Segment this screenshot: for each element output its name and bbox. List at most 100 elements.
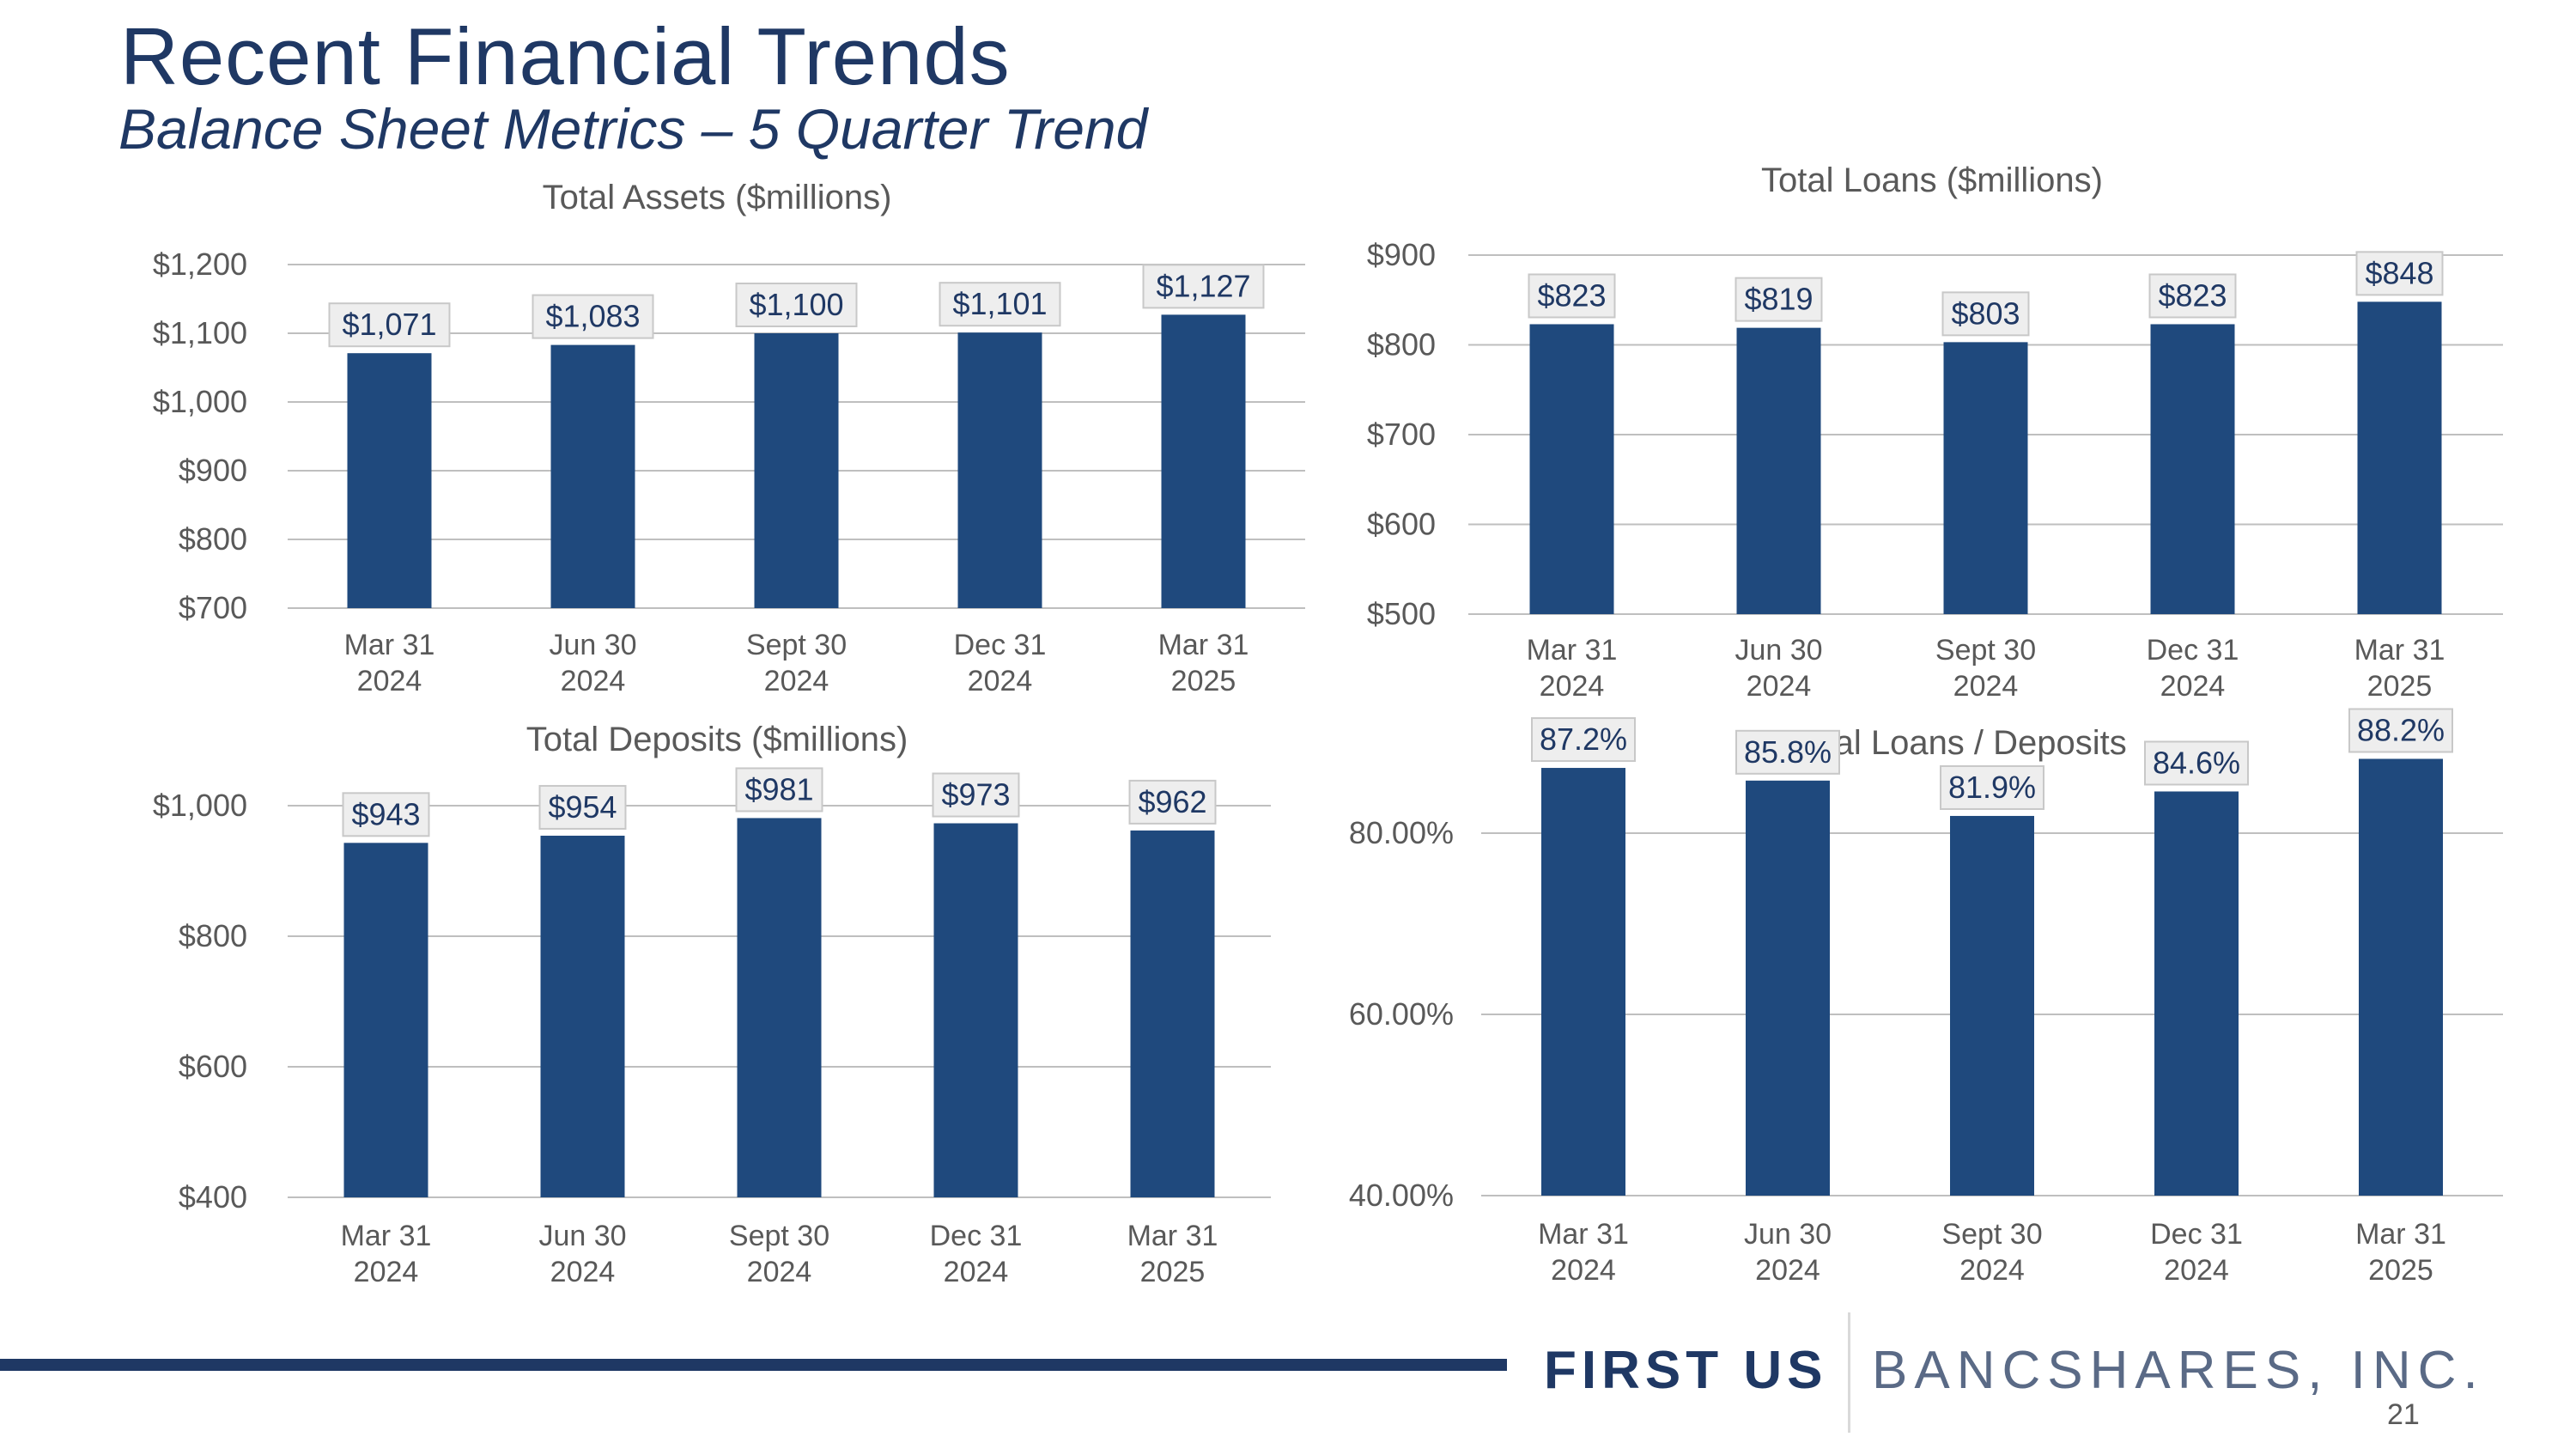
chart-title: Total Deposits ($millions) [526,721,908,758]
chart-title: Total Assets ($millions) [543,179,892,216]
total-assets-chart: Total Assets ($millions) $700 $800 $900 $1,0… [153,179,1305,697]
data-label: $1,100 [749,287,843,322]
bar [1943,342,2028,614]
y-tick-label: 60.00% [1349,996,1454,1032]
category-year-label: 2024 [357,665,422,697]
category-year-label: 2024 [747,1256,812,1288]
category-year-label: 2024 [1540,670,1605,703]
data-label-box [532,294,654,339]
category-label: Jun 30 [549,629,636,661]
chart-title: Total Loans / Deposits [1789,724,2127,762]
logo-divider [1848,1312,1850,1433]
bar [1130,830,1215,1197]
y-tick-label: $800 [179,918,247,953]
data-label: 87.2% [1540,721,1627,757]
category-label: Dec 31 [2147,634,2239,667]
data-label: $819 [1744,282,1813,317]
category-label: Jun 30 [1744,1218,1832,1251]
data-label: $962 [1138,784,1206,819]
category-label: Sept 30 [746,629,847,661]
bar [1529,324,1614,614]
data-label-box [2348,708,2453,753]
bar [957,332,1042,608]
data-label: $823 [2158,277,2227,313]
y-tick-label: $1,000 [153,788,247,823]
bar [1161,314,1246,608]
data-label-box [939,282,1061,327]
bar [2357,301,2442,614]
bar [1736,327,1821,614]
logo-first-us: FIRST US [1544,1341,1828,1400]
data-label: 81.9% [1948,770,2036,805]
category-label: Mar 31 [2354,634,2445,667]
y-tick-label: $1,100 [153,315,247,350]
bar [2154,791,2239,1196]
y-tick-label: $900 [1367,237,1436,272]
data-label-box [342,792,430,837]
bar [1541,768,1625,1196]
total-deposits-chart: Total Deposits ($millions) $400 $600 $800 $1… [153,721,1271,1288]
category-label: Sept 30 [729,1220,829,1252]
bar [1950,815,2034,1196]
data-label-box [1142,264,1265,309]
data-label-box [2355,251,2444,296]
data-label-box [735,283,858,327]
category-label: Mar 31 [1527,634,1618,667]
y-tick-label: $1,000 [153,384,247,419]
bar [550,344,635,608]
data-label-box [1528,273,1616,319]
category-year-label: 2024 [561,665,626,697]
bar [737,818,822,1197]
y-tick-label: $600 [179,1049,247,1084]
category-year-label: 2025 [2368,1254,2433,1287]
y-tick-label: 40.00% [1349,1178,1454,1213]
data-label-box [1531,717,1636,763]
y-tick-label: $600 [1367,507,1436,542]
category-year-label: 2025 [1171,665,1236,697]
category-year-label: 2024 [1551,1254,1616,1287]
data-label-box [1940,764,2044,810]
category-year-label: 2024 [1747,670,1812,703]
y-tick-label: $900 [179,453,247,488]
category-year-label: 2024 [1953,670,2019,703]
data-label-box [1735,277,1823,322]
data-label-box [538,784,627,830]
page-title: Recent Financial Trends [120,11,1011,101]
data-label-box [2148,273,2237,319]
data-label-box [735,767,823,813]
data-label: $803 [1951,295,2020,331]
category-year-label: 2024 [354,1256,419,1288]
data-label: $1,101 [952,286,1047,321]
data-label-box [328,302,451,348]
category-year-label: 2025 [1140,1256,1206,1288]
data-label: $954 [548,789,617,825]
loans-to-deposits-chart: Total Loans / Deposits 40.00% 60.00% 80.00%… [1349,708,2503,1287]
y-tick-label: $700 [1367,417,1436,452]
data-label-box [1128,779,1217,825]
bar [347,353,432,608]
category-label: Jun 30 [538,1220,626,1252]
category-year-label: 2024 [550,1256,616,1288]
data-label: 88.2% [2357,712,2445,747]
y-tick-label: $800 [1367,327,1436,362]
data-label-box [932,772,1020,818]
category-label: Mar 31 [1158,629,1249,661]
category-label: Dec 31 [930,1220,1023,1252]
data-label: 85.8% [1744,734,1832,770]
data-label: $981 [744,771,813,807]
footer-rule [0,1359,1507,1371]
category-year-label: 2024 [764,665,829,697]
category-year-label: 2024 [2164,1254,2229,1287]
page-subtitle: Balance Sheet Metrics – 5 Quarter Trend [118,97,1148,161]
logo-bancshares: BANCSHARES, INC. [1872,1341,2485,1400]
category-year-label: 2024 [968,665,1033,697]
category-year-label: 2025 [2367,670,2433,703]
y-tick-label: $500 [1367,596,1436,631]
y-tick-label: $800 [179,521,247,557]
category-year-label: 2024 [944,1256,1009,1288]
category-label: Mar 31 [1538,1218,1629,1251]
bar [754,333,839,608]
category-label: Mar 31 [341,1220,432,1252]
y-tick-label: $700 [179,590,247,625]
data-label: $973 [941,777,1010,813]
